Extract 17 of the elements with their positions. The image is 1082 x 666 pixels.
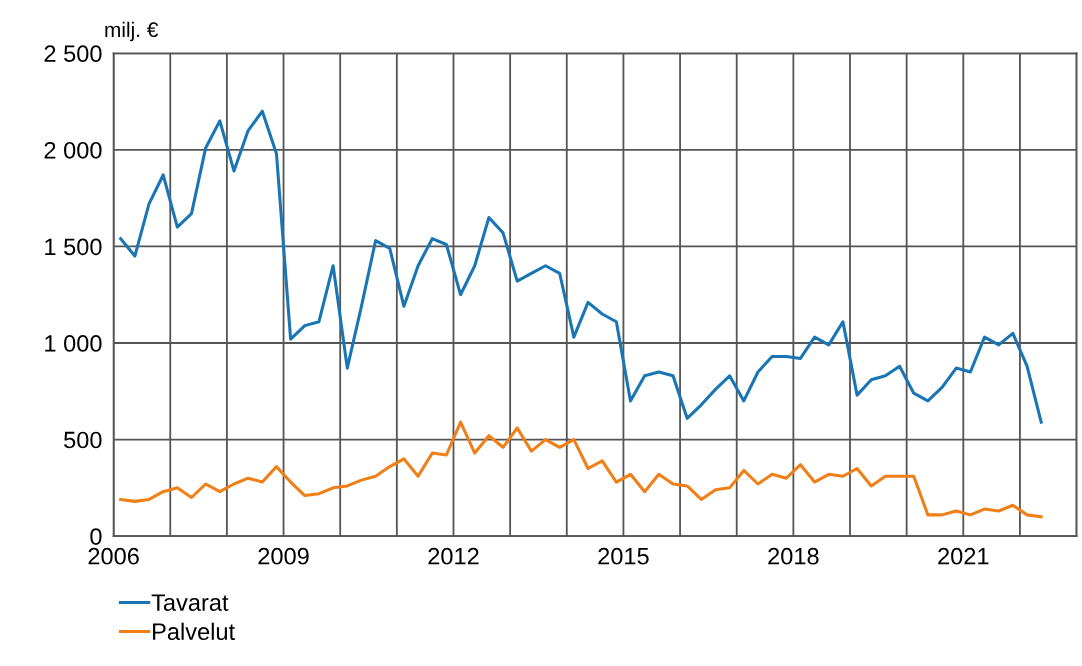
x-tick-label: 2012 [428,547,479,565]
x-tick-label: 2021 [938,547,989,565]
legend-label: Palvelut [153,622,235,641]
x-tick-label: 2018 [768,547,819,565]
y-tick-label: 500 [64,431,102,449]
line-series [119,420,1043,519]
y-axis-title: milj. € [105,21,159,42]
y-tick-label: 2 500 [44,45,102,63]
y-tick-label: 1 000 [45,335,102,352]
legend-label: Tavarat [151,594,229,611]
y-tick-label: 1 500 [45,238,102,256]
x-tick-label: 2009 [258,547,309,565]
x-tick-label: 2015 [598,547,649,565]
y-tick-label: 0 [90,528,102,545]
y-tick-label: 2 000 [44,141,102,159]
x-tick-label: 2006 [88,547,139,565]
line-series [119,109,1043,424]
